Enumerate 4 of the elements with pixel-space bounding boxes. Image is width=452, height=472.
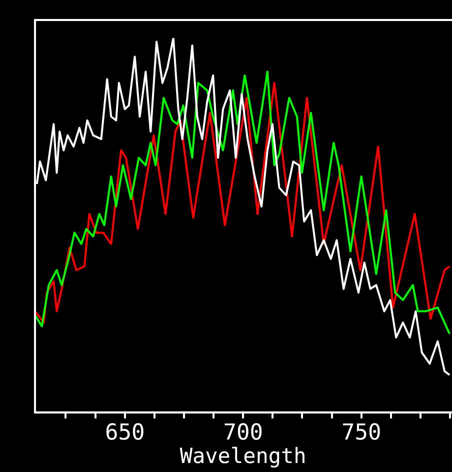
x-tick-label: 650 xyxy=(104,420,145,446)
x-tick-label: 700 xyxy=(223,420,263,446)
x-axis-title: Wavelength xyxy=(180,444,306,468)
x-tick-label: 750 xyxy=(341,420,382,446)
